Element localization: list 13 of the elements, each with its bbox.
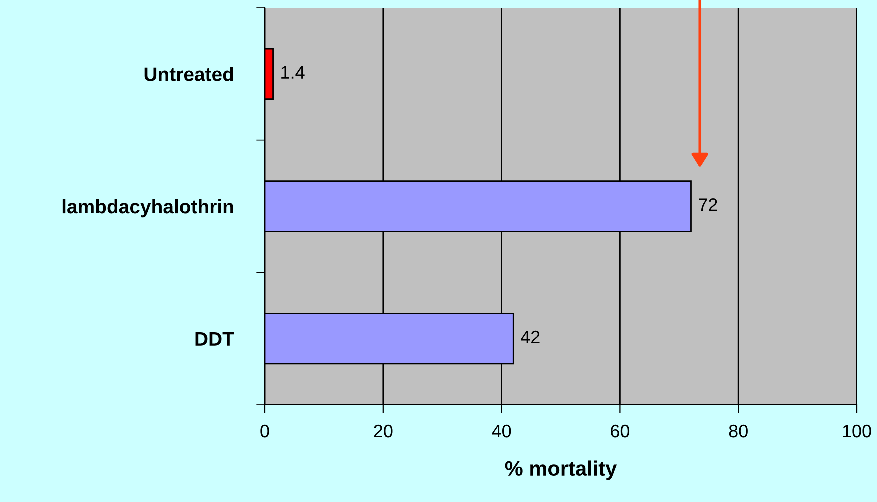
x-tick-label: 80 bbox=[729, 424, 748, 438]
data-label: 72 bbox=[699, 198, 718, 212]
x-tick-label: 0 bbox=[260, 424, 270, 438]
y-tick-label: lambdacyhalothrin bbox=[62, 199, 234, 218]
data-label: 1.4 bbox=[282, 66, 305, 79]
x-axis-title: % mortality bbox=[505, 460, 618, 480]
y-tick-label: DDT bbox=[196, 332, 234, 346]
x-tick-label: 100 bbox=[843, 424, 872, 438]
y-tick-label: Untreated bbox=[144, 67, 234, 82]
data-label: 42 bbox=[521, 330, 540, 344]
x-tick-label: 20 bbox=[374, 424, 393, 438]
x-tick-label: 60 bbox=[611, 424, 630, 438]
x-tick-label: 40 bbox=[492, 424, 512, 438]
